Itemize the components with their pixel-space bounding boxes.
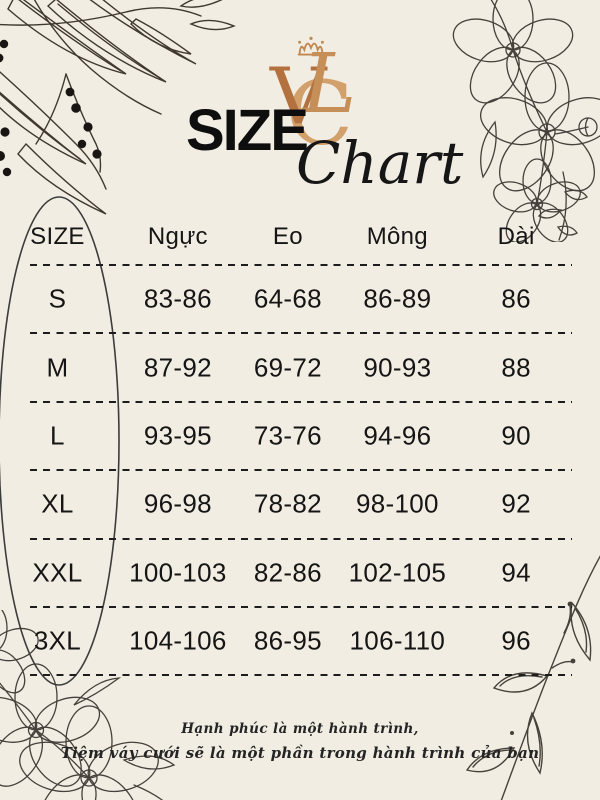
size-label: XXL xyxy=(32,557,83,588)
table-row-xl: XL 96-98 78-82 98-100 92 xyxy=(25,471,575,537)
size-label: S xyxy=(48,283,67,314)
eo-value: 78-82 xyxy=(253,488,322,519)
dai-value: 86 xyxy=(501,283,531,314)
eo-value: 86-95 xyxy=(253,625,322,656)
size-column-circle-annotation xyxy=(0,196,120,686)
row-divider xyxy=(30,537,572,540)
table-row-l: L 93-95 73-76 94-96 90 xyxy=(25,403,575,469)
dai-value: 96 xyxy=(501,625,531,656)
eo-value: 64-68 xyxy=(253,283,322,314)
nguc-value: 87-92 xyxy=(143,352,212,383)
monogram-letter-c: C xyxy=(286,62,354,165)
eo-value: 82-86 xyxy=(253,557,322,588)
footer-line-1: Hạnh phúc là một hành trình, xyxy=(181,721,419,737)
table-row-xxl: XXL 100-103 82-86 102-105 94 xyxy=(25,540,575,606)
row-divider xyxy=(30,264,572,266)
monogram-letter-l: L xyxy=(302,37,357,132)
table-header-row: SIZE Ngực Eo Mông Dài xyxy=(25,210,575,264)
size-label: M xyxy=(46,352,69,383)
header-cell-dai: Dài xyxy=(497,223,535,250)
crown-icon xyxy=(297,36,325,56)
row-divider xyxy=(30,400,572,403)
row-divider xyxy=(30,605,572,608)
header-cell-eo: Eo xyxy=(272,223,303,250)
dai-value: 94 xyxy=(501,557,531,588)
brand-monogram: C V L xyxy=(250,22,370,158)
nguc-value: 104-106 xyxy=(129,625,227,656)
top-right-floral-art xyxy=(425,0,600,242)
size-label: XL xyxy=(41,488,74,519)
size-table: SIZE Ngực Eo Mông Dài S 83-86 64-68 86-8… xyxy=(25,210,575,677)
mong-value: 90-93 xyxy=(363,352,432,383)
title-size: SIZE xyxy=(186,98,309,163)
row-divider xyxy=(30,674,572,677)
nguc-value: 93-95 xyxy=(143,420,212,451)
header-cell-size: SIZE xyxy=(30,223,85,250)
size-label: L xyxy=(50,420,65,451)
nguc-value: 96-98 xyxy=(143,488,212,519)
mong-value: 102-105 xyxy=(348,557,447,588)
mong-value: 86-89 xyxy=(363,283,432,314)
dai-value: 90 xyxy=(501,420,531,451)
mong-value: 98-100 xyxy=(355,488,439,519)
berry-dots xyxy=(0,39,102,177)
dai-value: 88 xyxy=(501,352,531,383)
table-row-s: S 83-86 64-68 86-89 86 xyxy=(25,266,575,332)
eo-value: 69-72 xyxy=(253,352,322,383)
mong-value: 94-96 xyxy=(363,420,432,451)
footer-quote: Hạnh phúc là một hành trình, Tiệm váy cư… xyxy=(0,721,600,762)
size-label: 3XL xyxy=(33,625,82,656)
table-row-m: M 87-92 69-72 90-93 88 xyxy=(25,334,575,400)
footer-line-2: Tiệm váy cưới sẽ là một phần trong hành … xyxy=(60,744,540,762)
nguc-value: 83-86 xyxy=(143,283,212,314)
row-divider xyxy=(30,469,572,472)
table-row-3xl: 3XL 104-106 86-95 106-110 96 xyxy=(25,608,575,674)
dai-value: 92 xyxy=(501,488,531,519)
header-cell-mong: Mông xyxy=(366,223,428,250)
mong-value: 106-110 xyxy=(349,625,446,656)
nguc-value: 100-103 xyxy=(129,557,227,588)
header-cell-nguc: Ngực xyxy=(147,223,208,250)
title-chart: Chart xyxy=(296,129,464,197)
monogram-letter-v: V xyxy=(270,52,327,142)
eo-value: 73-76 xyxy=(253,420,322,451)
row-divider xyxy=(30,332,572,335)
